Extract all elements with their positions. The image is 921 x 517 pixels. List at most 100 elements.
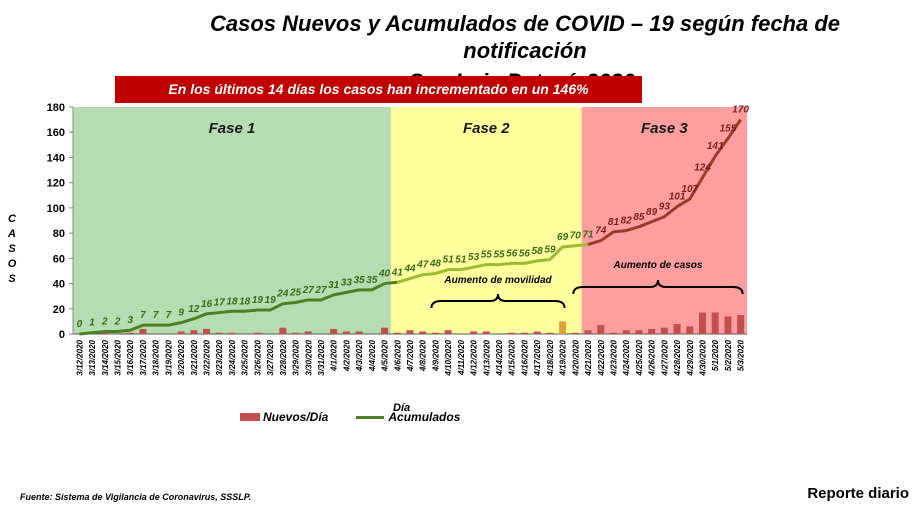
y-axis-label-letter: S — [8, 273, 16, 285]
annotation-brace — [430, 293, 566, 309]
data-label-cumulative: 55 — [493, 250, 505, 261]
x-tick-label: 3/28/2020 — [279, 339, 288, 375]
data-label-cumulative: 33 — [341, 277, 353, 288]
x-tick-label: 3/13/2020 — [88, 339, 97, 375]
phase-label: Fase 1 — [209, 120, 256, 137]
bar-new-cases — [571, 332, 579, 334]
x-tick-label: 4/12/2020 — [470, 339, 479, 376]
x-tick-label: 3/17/2020 — [139, 339, 148, 375]
phase-background — [390, 107, 582, 334]
x-tick-label: 4/8/2020 — [419, 339, 428, 372]
bar-new-cases — [292, 332, 300, 334]
bar-new-cases — [139, 328, 147, 334]
x-tick-label: 4/23/2020 — [609, 339, 618, 376]
legend: Nuevos/Día Acumulados — [240, 410, 488, 424]
data-label-cumulative: 9 — [178, 308, 184, 319]
data-label-cumulative: 1 — [89, 318, 95, 329]
data-label-cumulative: 17 — [214, 298, 226, 309]
phase-label: Fase 2 — [463, 120, 510, 137]
data-label-cumulative: 40 — [378, 269, 391, 280]
x-tick-label: 4/17/2020 — [533, 339, 542, 376]
line-cumulative-phase1 — [79, 280, 398, 336]
source-note: Fuente: Sistema de Vigilancia de Coronav… — [20, 492, 252, 502]
data-label-cumulative: 35 — [354, 275, 366, 286]
x-tick-label: 3/24/2020 — [228, 339, 237, 375]
y-axis-label-letter: S — [8, 243, 16, 255]
bar-new-cases — [215, 332, 223, 334]
bar-new-cases — [330, 328, 338, 334]
data-label-cumulative: 7 — [140, 310, 146, 321]
data-label-cumulative: 69 — [557, 232, 569, 243]
x-tick-label: 4/28/2020 — [673, 339, 682, 376]
x-tick-label: 3/25/2020 — [241, 339, 250, 375]
data-label-cumulative: 58 — [532, 246, 544, 257]
x-tick-label: 4/25/2020 — [635, 339, 644, 376]
x-axis-label: Día — [393, 402, 411, 414]
legend-item-bars: Nuevos/Día — [240, 410, 328, 424]
data-label-cumulative: 2 — [101, 316, 108, 327]
x-tick-label: 3/16/2020 — [126, 339, 135, 375]
x-tick-label: 4/26/2020 — [648, 339, 657, 376]
x-tick-label: 4/11/2020 — [457, 339, 466, 376]
bar-new-cases — [673, 323, 681, 334]
annotation-brace — [572, 279, 744, 295]
bar-new-cases — [660, 327, 668, 334]
data-label-cumulative: 59 — [544, 245, 556, 256]
line-cumulative-phase2 — [396, 242, 589, 284]
data-label-cumulative: 56 — [519, 248, 531, 259]
data-label-cumulative: 74 — [595, 226, 607, 237]
data-label-cumulative: 25 — [289, 287, 302, 298]
data-label-cumulative: 19 — [252, 295, 264, 306]
data-label-cumulative: 51 — [443, 255, 455, 266]
y-axis-label-letter: A — [8, 228, 16, 240]
x-tick-label: 3/19/2020 — [164, 339, 173, 375]
bar-new-cases — [444, 330, 452, 334]
data-label-cumulative: 41 — [391, 267, 404, 278]
data-label-cumulative: 7 — [166, 310, 172, 321]
bar-new-cases — [609, 332, 617, 334]
legend-swatch-bars — [240, 413, 260, 421]
x-tick-label: 3/21/2020 — [190, 339, 199, 375]
legend-label-bars: Nuevos/Día — [263, 410, 329, 424]
data-label-cumulative: 27 — [314, 285, 327, 296]
x-tick-label: 4/13/2020 — [482, 339, 491, 376]
x-tick-label: 4/20/2020 — [571, 339, 580, 376]
y-axis-label-letter: C — [8, 213, 16, 225]
x-tick-label: 3/14/2020 — [101, 339, 110, 375]
data-label-cumulative: 2 — [114, 316, 121, 327]
x-tick-label: 4/9/2020 — [431, 339, 440, 372]
phase-background — [581, 107, 747, 334]
phase-background — [73, 107, 391, 334]
x-tick-label: 3/20/2020 — [177, 339, 186, 375]
x-tick-label: 4/1/2020 — [330, 339, 339, 372]
bar-new-cases — [101, 332, 109, 334]
x-tick-label: 4/30/2020 — [698, 339, 707, 376]
data-label-cumulative: 48 — [429, 258, 442, 269]
bar-new-cases — [559, 321, 567, 334]
bar-new-cases — [711, 312, 719, 334]
data-label-cumulative: 82 — [621, 216, 633, 227]
bar-new-cases — [482, 331, 490, 334]
data-label-cumulative: 16 — [201, 299, 213, 310]
legend-label-line: Acumulados — [388, 410, 461, 424]
annotation-label: Aumento de casos — [613, 260, 703, 271]
x-tick-label: 3/22/2020 — [203, 339, 212, 375]
bar-new-cases — [381, 327, 389, 334]
x-tick-label: 4/24/2020 — [622, 339, 631, 376]
x-tick-label: 4/10/2020 — [444, 339, 453, 376]
x-tick-label: 4/27/2020 — [660, 339, 669, 376]
bar-new-cases — [279, 327, 287, 334]
data-label-cumulative: 81 — [608, 217, 620, 228]
bar-new-cases — [737, 315, 745, 334]
bar-new-cases — [393, 332, 401, 334]
bar-new-cases — [126, 332, 134, 334]
bar-new-cases — [203, 328, 211, 334]
legend-item-line: Acumulados — [356, 410, 460, 424]
bar-new-cases — [419, 331, 427, 334]
x-tick-label: 5/1/2020 — [711, 339, 720, 371]
x-tick-label: 3/26/2020 — [253, 339, 262, 375]
x-tick-label: 5/3/2020 — [737, 339, 746, 371]
bar-new-cases — [724, 316, 732, 334]
title-line-2: notificación — [463, 38, 587, 63]
